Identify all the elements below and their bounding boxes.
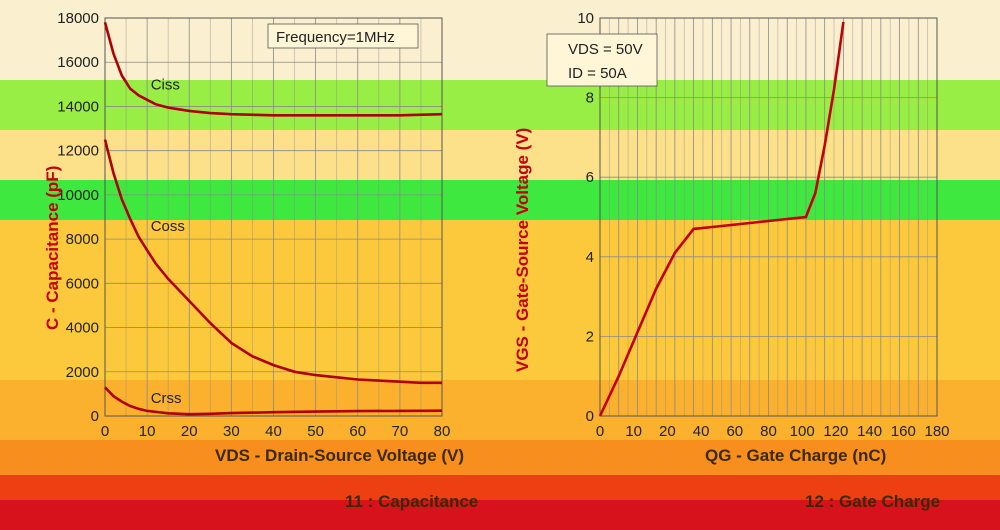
- background-band: [0, 475, 1000, 500]
- x-tick-label: 40: [265, 423, 282, 440]
- gate-charge-y-axis-label: VGS - Gate-Source Voltage (V): [513, 128, 532, 372]
- y-tick-label: 4: [586, 249, 594, 266]
- capacitance-plot-frame: [104, 17, 443, 417]
- capacitance-chart: Ciss Coss Crss 0 2000 4000 6000 8000 10000 12000…: [43, 10, 464, 465]
- x-tick-label: 140: [857, 423, 882, 440]
- gate-charge-caption: 12 : Gate Charge: [805, 492, 941, 511]
- x-tick-label: 80: [434, 423, 451, 440]
- curve-coss: [103, 139, 442, 385]
- y-tick-label: 2000: [66, 364, 99, 381]
- test-conditions-box: [546, 33, 658, 87]
- y-tick-label: 4000: [66, 320, 99, 337]
- frequency-annotation-box: [267, 23, 419, 49]
- y-tick-label: 6000: [66, 275, 99, 292]
- background-band: [0, 500, 1000, 530]
- y-tick-label: 18000: [57, 10, 99, 27]
- capacitance-grid: [104, 17, 443, 417]
- id-condition: ID = 50A: [568, 65, 627, 82]
- x-tick-label: 60: [726, 423, 743, 440]
- x-tick-label: 180: [924, 423, 949, 440]
- x-tick-label: 10: [625, 423, 642, 440]
- background-band: [0, 380, 1000, 440]
- x-tick-label: 120: [823, 423, 848, 440]
- x-tick-label: 20: [659, 423, 676, 440]
- series-label-coss: Coss: [151, 218, 185, 235]
- background-band: [0, 0, 1000, 80]
- x-tick-label: 160: [891, 423, 916, 440]
- capacitance-ticks: 0 2000 4000 6000 8000 10000 12000 14000 16000 180…: [57, 10, 450, 440]
- y-tick-label: 8000: [66, 231, 99, 248]
- x-tick-label: 0: [101, 423, 109, 440]
- curve-crss: [104, 386, 443, 416]
- capacitance-x-axis-label: VDS - Drain-Source Voltage (V): [215, 446, 464, 465]
- y-tick-label: 14000: [57, 98, 99, 115]
- capacitance-curves: Ciss Coss Crss: [103, 22, 443, 416]
- y-tick-label: 0: [91, 408, 99, 425]
- frequency-annotation: Frequency=1MHz: [276, 29, 395, 46]
- gate-charge-x-axis-label: QG - Gate Charge (nC): [705, 446, 886, 465]
- x-tick-label: 20: [181, 423, 198, 440]
- x-tick-label: 70: [392, 423, 409, 440]
- capacitance-caption: 11 : Capacitance: [345, 492, 479, 511]
- y-tick-label: 10: [577, 10, 594, 27]
- series-label-crss: Crss: [151, 390, 182, 407]
- gate-charge-curve: [598, 21, 845, 417]
- background-band: [0, 440, 1000, 475]
- capacitance-y-axis-label: C - Capacitance (pF): [43, 166, 62, 330]
- x-tick-label: 30: [223, 423, 240, 440]
- vds-condition: VDS = 50V: [568, 41, 643, 58]
- x-tick-label: 100: [790, 423, 815, 440]
- x-tick-label: 50: [307, 423, 324, 440]
- y-tick-label: 16000: [57, 54, 99, 71]
- x-tick-label: 0: [596, 423, 604, 440]
- y-tick-label: 10000: [57, 187, 99, 204]
- x-tick-label: 60: [349, 423, 366, 440]
- gate-charge-curves: [598, 21, 845, 417]
- curve-ciss: [103, 22, 443, 117]
- x-tick-label: 80: [760, 423, 777, 440]
- y-tick-label: 0: [586, 408, 594, 425]
- y-tick-label: 8: [586, 90, 594, 107]
- y-tick-label: 12000: [57, 143, 99, 160]
- x-tick-label: 10: [139, 423, 156, 440]
- series-label-ciss: Ciss: [151, 76, 180, 93]
- x-tick-label: 40: [693, 423, 710, 440]
- gate-charge-plot-frame: [599, 17, 938, 417]
- background-band: [0, 180, 1000, 220]
- background-band: [0, 130, 1000, 180]
- y-tick-label: 6: [586, 169, 594, 186]
- y-tick-label: 2: [586, 328, 594, 345]
- background-band: [0, 220, 1000, 380]
